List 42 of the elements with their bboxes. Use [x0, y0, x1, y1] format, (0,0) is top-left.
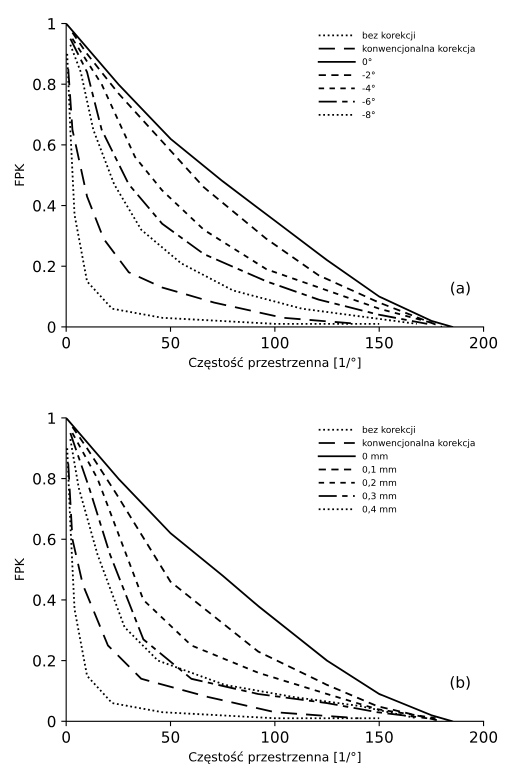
legend-label: 0,2 mm: [362, 479, 396, 487]
legend-label: 0 mm: [362, 452, 388, 460]
x-tick-label: 100: [262, 336, 288, 348]
y-tick-label: 0.4: [33, 594, 56, 606]
y-tick-label: 0.2: [33, 260, 55, 272]
x-tick-label: 200: [470, 336, 498, 348]
legend-label: -4°: [362, 84, 375, 92]
x-axis-title: Częstość przestrzenna [1/°]: [188, 356, 360, 370]
y-tick-label: 0: [48, 321, 56, 333]
y-tick-label: 0.8: [33, 473, 56, 485]
annotation: (b): [450, 676, 470, 690]
y-tick-label: 0.8: [33, 78, 56, 90]
legend-label: -6°: [362, 98, 375, 105]
y-axis-title: FPK: [14, 163, 24, 186]
x-tick-label: 0: [62, 731, 70, 743]
legend-label: -8°: [362, 111, 375, 118]
annotation: (a): [451, 282, 470, 296]
y-tick-label: 1: [48, 412, 56, 424]
y-tick-label: 0.2: [33, 655, 55, 667]
legend-label: 0,4 mm: [362, 506, 396, 514]
x-tick-label: 50: [162, 731, 180, 743]
x-tick-label: 200: [470, 731, 498, 743]
y-tick-label: 0: [48, 716, 56, 728]
y-tick-label: 0.4: [33, 200, 56, 212]
x-tick-label: 150: [366, 336, 393, 348]
legend-label: 0,3 mm: [362, 492, 396, 500]
legend-label: 0°: [362, 58, 372, 66]
legend-label: bez korekcji: [362, 32, 415, 40]
legend-label: konwencjonalna korekcja: [362, 44, 475, 54]
x-tick-label: 150: [366, 731, 393, 743]
y-axis-title: FPK: [14, 558, 24, 580]
x-axis-title: Częstość przestrzenna [1/°]: [188, 751, 360, 764]
legend-label: bez korekcji: [362, 426, 415, 435]
legend-label: -2°: [362, 72, 375, 78]
y-tick-label: 0.6: [33, 139, 56, 151]
y-tick-label: 0.6: [33, 534, 56, 546]
legend-label: 0,1 mm: [362, 466, 396, 474]
x-tick-label: 100: [262, 731, 288, 743]
x-tick-label: 50: [162, 336, 180, 348]
x-tick-label: 0: [62, 336, 70, 348]
legend-label: konwencjonalna korekcja: [362, 439, 475, 448]
y-tick-label: 1: [48, 18, 56, 30]
